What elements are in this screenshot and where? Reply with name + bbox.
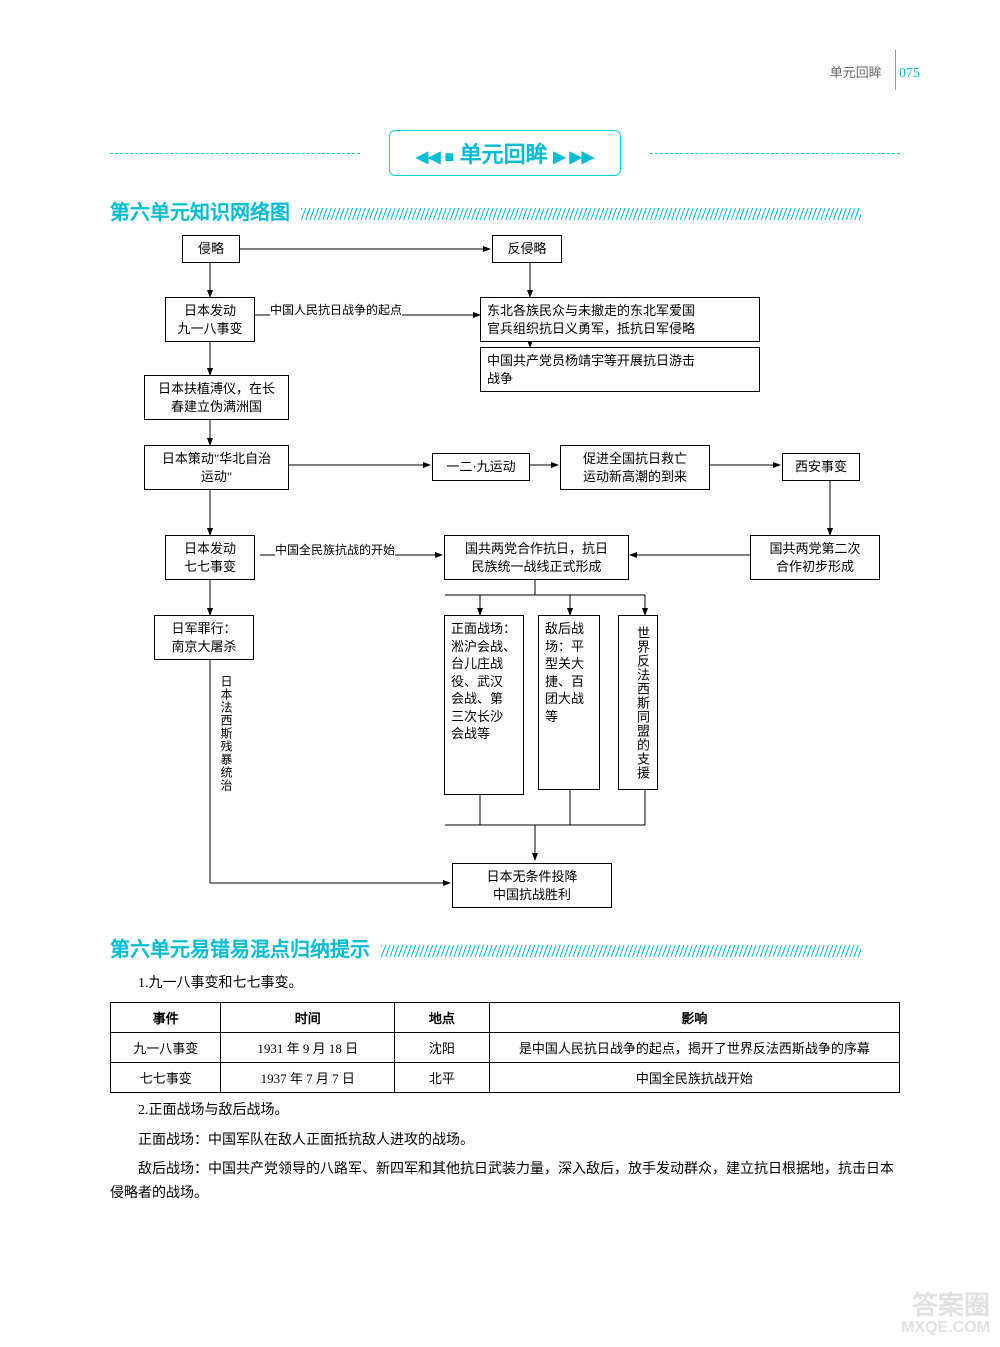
node-ccp: 中国共产党员杨靖宇等开展抗日游击 战争 bbox=[480, 347, 760, 392]
node-puyi: 日本扶植溥仪，在长 春建立伪满洲国 bbox=[144, 375, 289, 420]
th-3: 影响 bbox=[489, 1002, 899, 1032]
node-jiuwang: 促进全国抗日救亡 运动新高潮的到来 bbox=[560, 445, 710, 490]
td: 九一八事变 bbox=[111, 1032, 221, 1062]
banner-box: ◀◀ ■ 单元回眸 ▶ ▶▶ bbox=[389, 130, 621, 176]
main-content: ◀◀ ■ 单元回眸 ▶ ▶▶ 第六单元知识网络图 bbox=[110, 130, 900, 1206]
td: 1937 年 7 月 7 日 bbox=[221, 1062, 395, 1092]
td: 七七事变 bbox=[111, 1062, 221, 1092]
node-huabei: 日本策动"华北自治 运动" bbox=[144, 445, 289, 490]
label-start: 中国人民抗日战争的起点 bbox=[270, 301, 402, 318]
node-rear: 敌后战 场：平 型关大 捷、百 团大战 等 bbox=[538, 615, 600, 790]
flowchart: 侵略 反侵略 日本发动 九一八事变 中国人民抗日战争的起点 东北各族民众与未撤走… bbox=[110, 235, 900, 915]
node-129: 一二·九运动 bbox=[432, 453, 530, 481]
page-number: 075 bbox=[899, 66, 920, 81]
th-2: 地点 bbox=[395, 1002, 490, 1032]
banner-deco-right: ▶ ▶▶ bbox=[553, 149, 594, 166]
table-row: 九一八事变 1931 年 9 月 18 日 沈阳 是中国人民抗日战争的起点，揭开… bbox=[111, 1032, 900, 1062]
section1-head: 第六单元知识网络图 bbox=[110, 196, 900, 225]
label-national: 中国全民族抗战的开始 bbox=[275, 541, 395, 558]
p3: 正面战场：中国军队在敌人正面抵抗敌人进攻的战场。 bbox=[110, 1129, 900, 1153]
td: 中国全民族抗战开始 bbox=[489, 1062, 899, 1092]
hatch-1 bbox=[301, 208, 861, 220]
section2-title: 第六单元易错易混点归纳提示 bbox=[110, 939, 370, 961]
th-1: 时间 bbox=[221, 1002, 395, 1032]
p2: 2.正面战场与敌后战场。 bbox=[110, 1099, 900, 1123]
compare-table: 事件 时间 地点 影响 九一八事变 1931 年 9 月 18 日 沈阳 是中国… bbox=[110, 1002, 900, 1093]
td: 是中国人民抗日战争的起点，揭开了世界反法西斯战争的序幕 bbox=[489, 1032, 899, 1062]
banner-deco-left: ◀◀ ■ bbox=[416, 149, 454, 166]
td: 沈阳 bbox=[395, 1032, 490, 1062]
node-anti: 反侵略 bbox=[492, 235, 562, 263]
hatch-2 bbox=[381, 945, 861, 957]
wm-l1: 答案圈 bbox=[901, 1291, 990, 1320]
node-front: 正面战场： 淞沪会战、 台儿庄战 役、武汉 会战、第 三次长沙 会战等 bbox=[444, 615, 524, 795]
th-0: 事件 bbox=[111, 1002, 221, 1032]
node-dongbei: 东北各族民众与未撤走的东北军爱国 官兵组织抗日义勇军，抵抗日军侵略 bbox=[480, 297, 760, 342]
section2-head: 第六单元易错易混点归纳提示 bbox=[110, 933, 900, 962]
banner: ◀◀ ■ 单元回眸 ▶ ▶▶ bbox=[110, 130, 900, 176]
node-surrender: 日本无条件投降 中国抗战胜利 bbox=[452, 863, 612, 908]
label-fasc: 日本法西斯残暴统治 bbox=[218, 675, 235, 792]
node-77: 日本发动 七七事变 bbox=[165, 535, 255, 580]
node-invasion: 侵略 bbox=[182, 235, 240, 263]
node-chubu: 国共两党第二次 合作初步形成 bbox=[750, 535, 880, 580]
watermark: 答案圈 MXQE.COM bbox=[901, 1291, 990, 1337]
table-header-row: 事件 时间 地点 影响 bbox=[111, 1002, 900, 1032]
wm-l2: MXQE.COM bbox=[901, 1319, 990, 1337]
node-allies: 世界反法西斯同盟的支援 bbox=[618, 615, 658, 790]
section1-title: 第六单元知识网络图 bbox=[110, 202, 290, 224]
table-row: 七七事变 1937 年 7 月 7 日 北平 中国全民族抗战开始 bbox=[111, 1062, 900, 1092]
node-918: 日本发动 九一八事变 bbox=[165, 297, 255, 342]
node-xian: 西安事变 bbox=[782, 453, 860, 481]
p1: 1.九一八事变和七七事变。 bbox=[110, 972, 900, 996]
p4: 敌后战场：中国共产党领导的八路军、新四军和其他抗日武装力量，深入敌后，放手发动群… bbox=[110, 1158, 900, 1206]
page-header: 单元回眸 075 bbox=[830, 62, 920, 82]
node-nanjing: 日军罪行： 南京大屠杀 bbox=[154, 615, 254, 660]
node-guogong: 国共两党合作抗日，抗日 民族统一战线正式形成 bbox=[444, 535, 629, 580]
td: 北平 bbox=[395, 1062, 490, 1092]
banner-title: 单元回眸 bbox=[460, 142, 548, 167]
td: 1931 年 9 月 18 日 bbox=[221, 1032, 395, 1062]
header-label: 单元回眸 bbox=[830, 65, 882, 80]
